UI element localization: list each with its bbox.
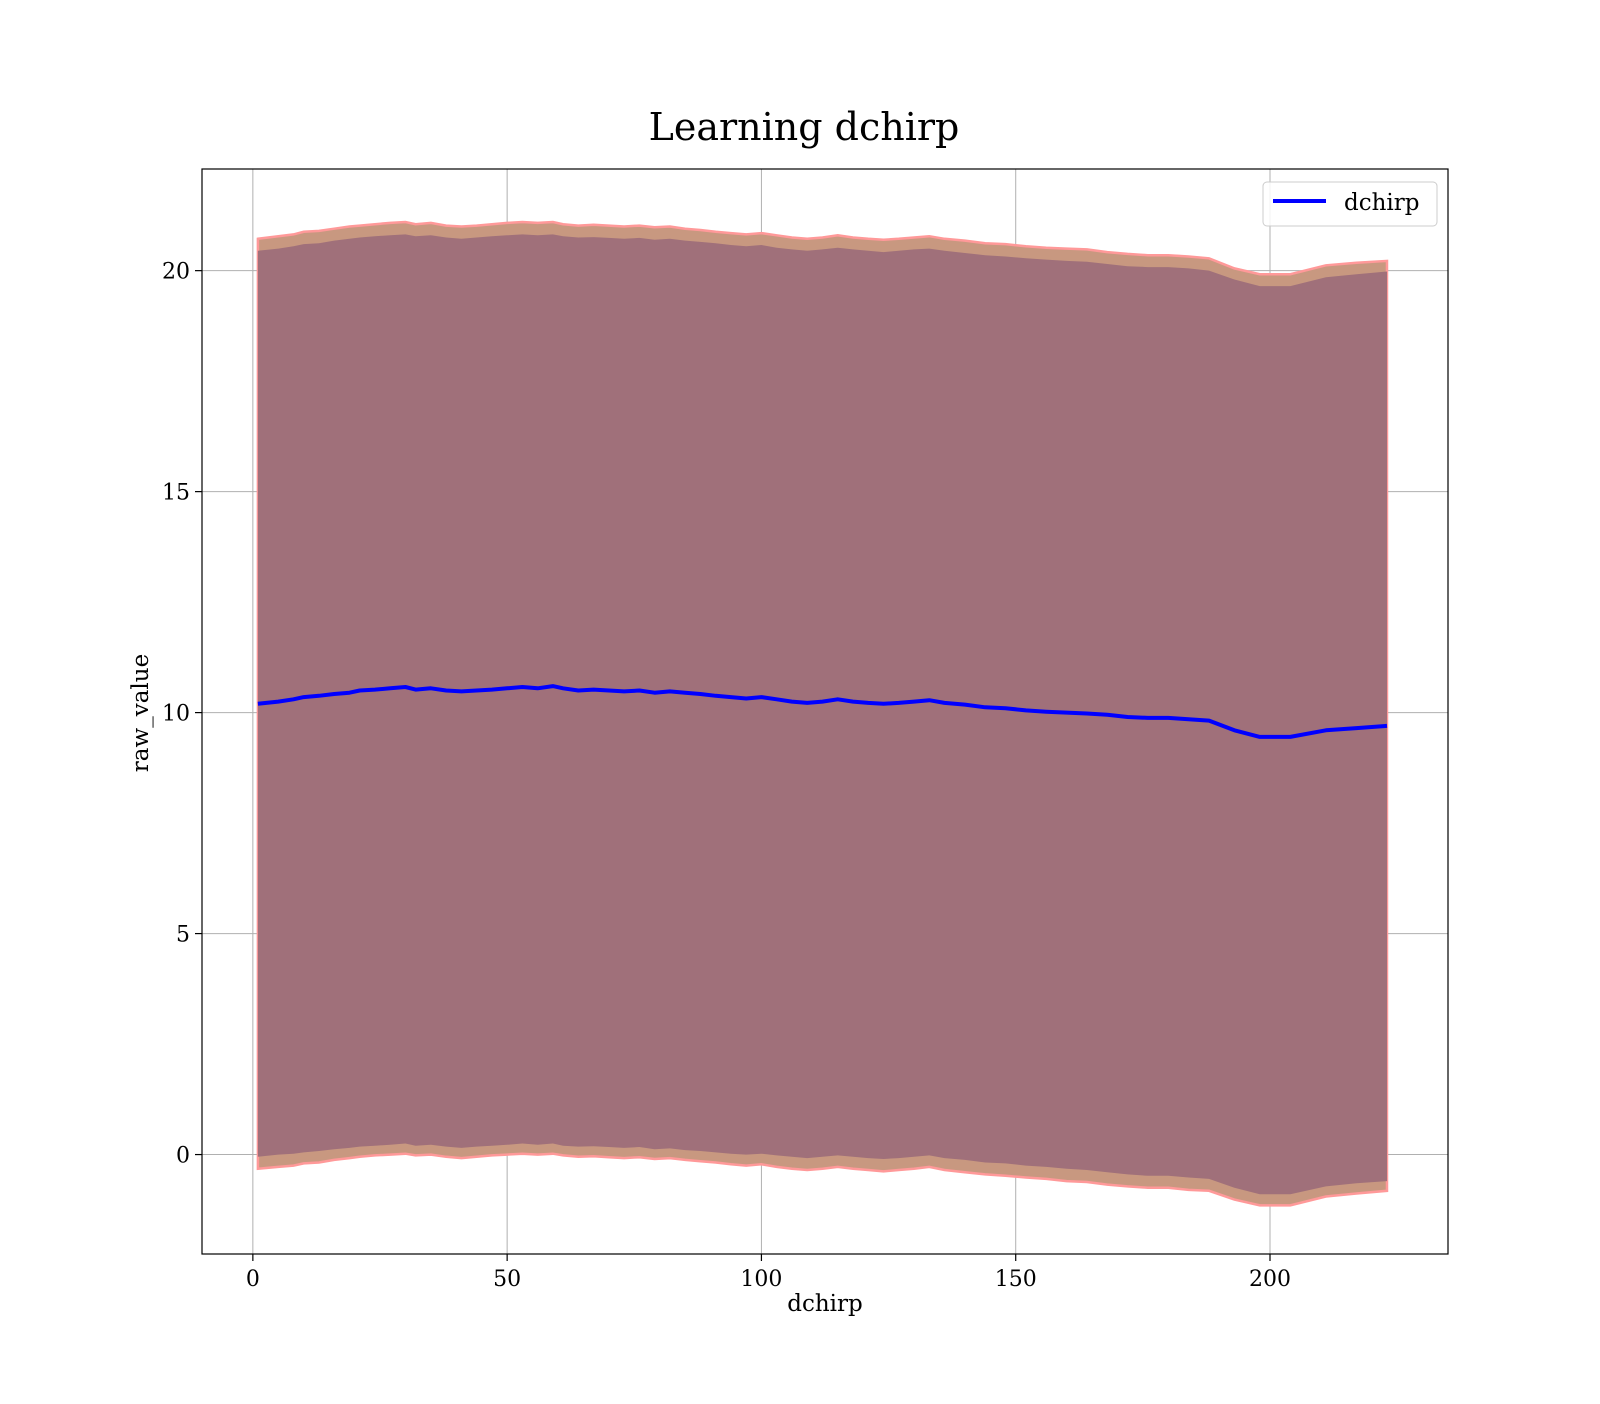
legend: dchirp	[1262, 181, 1438, 227]
plot-frame	[201, 168, 1449, 1255]
chart-title: Learning dchirp	[649, 105, 960, 149]
inner-confidence-band	[257, 234, 1387, 1195]
x-axis-label: dchirp	[787, 1291, 863, 1317]
mean-line-layer	[257, 684, 1388, 739]
x-tick-label: 0	[246, 1267, 260, 1292]
y-tick-label: 15	[162, 481, 190, 506]
legend-label-dchirp: dchirp	[1344, 190, 1420, 216]
x-tick-label: 200	[1249, 1267, 1291, 1292]
y-tick-label: 0	[176, 1144, 190, 1169]
axis-ticks: 0 50 100 150 200 0 5 10 15 20	[162, 260, 1291, 1292]
y-tick-label: 5	[176, 923, 190, 948]
y-axis-label: raw_value	[128, 654, 154, 772]
x-tick-label: 50	[493, 1267, 521, 1292]
series-line-dchirp	[257, 684, 1388, 739]
y-tick-label: 10	[162, 702, 190, 727]
x-tick-label: 150	[995, 1267, 1037, 1292]
confidence-bands	[256, 220, 1389, 1207]
legend-box	[1262, 181, 1438, 227]
x-tick-label: 100	[740, 1267, 782, 1292]
y-tick-label: 20	[162, 260, 190, 285]
